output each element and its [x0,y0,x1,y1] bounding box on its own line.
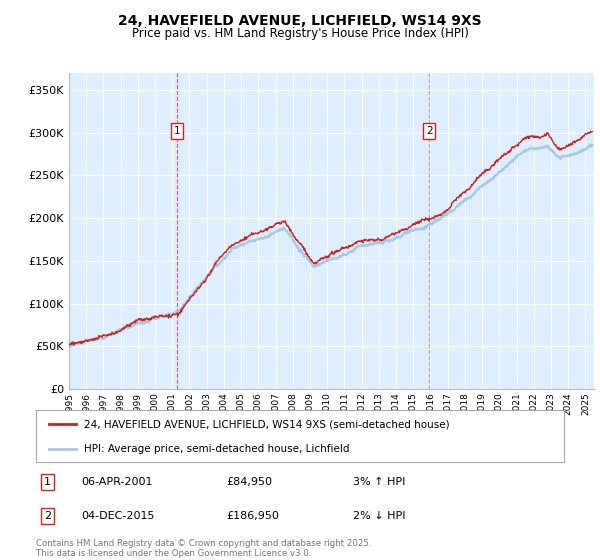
Text: 24, HAVEFIELD AVENUE, LICHFIELD, WS14 9XS (semi-detached house): 24, HAVEFIELD AVENUE, LICHFIELD, WS14 9X… [83,419,449,430]
Text: £186,950: £186,950 [226,511,279,521]
Text: £84,950: £84,950 [226,477,272,487]
Text: 1: 1 [44,477,51,487]
Text: 3% ↑ HPI: 3% ↑ HPI [353,477,405,487]
Text: 2: 2 [426,127,433,136]
Text: Contains HM Land Registry data © Crown copyright and database right 2025.
This d: Contains HM Land Registry data © Crown c… [36,539,371,558]
Text: Price paid vs. HM Land Registry's House Price Index (HPI): Price paid vs. HM Land Registry's House … [131,27,469,40]
Text: 2: 2 [44,511,51,521]
Text: 04-DEC-2015: 04-DEC-2015 [81,511,154,521]
Text: 2% ↓ HPI: 2% ↓ HPI [353,511,406,521]
Text: 1: 1 [173,127,180,136]
Text: 06-APR-2001: 06-APR-2001 [81,477,152,487]
Text: 24, HAVEFIELD AVENUE, LICHFIELD, WS14 9XS: 24, HAVEFIELD AVENUE, LICHFIELD, WS14 9X… [118,14,482,28]
Text: HPI: Average price, semi-detached house, Lichfield: HPI: Average price, semi-detached house,… [83,444,349,454]
